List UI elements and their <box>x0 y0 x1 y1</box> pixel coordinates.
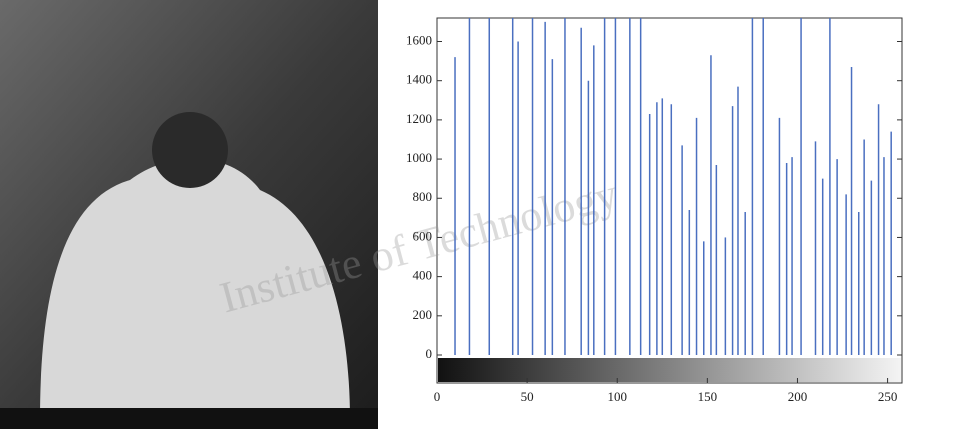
x-tick-label: 150 <box>698 389 718 404</box>
x-tick-label: 50 <box>521 389 534 404</box>
y-tick-label: 800 <box>413 189 433 204</box>
y-tick-label: 1200 <box>406 111 432 126</box>
y-tick-label: 600 <box>413 228 433 243</box>
y-tick-label: 400 <box>413 268 433 283</box>
y-tick-label: 0 <box>426 346 433 361</box>
y-tick-label: 1000 <box>406 150 432 165</box>
page: Institute of Technology 0200400600800100… <box>0 0 956 429</box>
photo-border <box>0 408 378 429</box>
x-tick-label: 200 <box>788 389 808 404</box>
gray-scale-bar <box>438 358 901 382</box>
y-tick-label: 1400 <box>406 72 432 87</box>
x-tick-label: 0 <box>434 389 441 404</box>
figure: Institute of Technology 0200400600800100… <box>0 0 956 429</box>
y-tick-label: 1600 <box>406 32 432 47</box>
x-tick-label: 250 <box>878 389 898 404</box>
photo-head <box>152 112 228 188</box>
x-tick-label: 100 <box>607 389 627 404</box>
y-tick-label: 200 <box>413 307 433 322</box>
